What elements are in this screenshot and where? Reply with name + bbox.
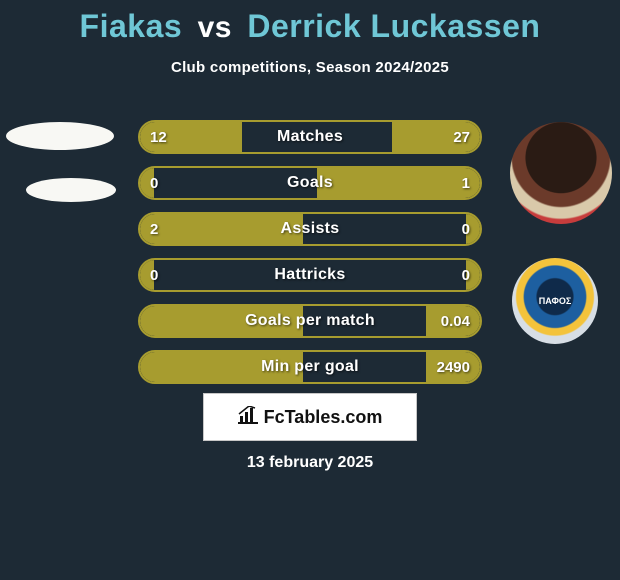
stat-row: 2490Min per goal (138, 350, 482, 384)
stat-label: Assists (140, 214, 480, 244)
stats-chart: 1227Matches 01Goals 20Assists 00Hattricks 0.… (138, 120, 482, 396)
player1-club-badge (26, 178, 116, 202)
vs-label: vs (198, 11, 232, 44)
player1-avatar (6, 122, 114, 150)
stat-label: Min per goal (140, 352, 480, 382)
stat-row: 00Hattricks (138, 258, 482, 292)
stat-row: 01Goals (138, 166, 482, 200)
stat-row: 0.04Goals per match (138, 304, 482, 338)
subtitle: Club competitions, Season 2024/2025 (0, 59, 620, 76)
chart-icon (238, 406, 258, 429)
player2-name: Derrick Luckassen (247, 8, 540, 44)
player2-club-badge: ΠΑΦΟΣ (512, 258, 598, 344)
stat-label: Goals per match (140, 306, 480, 336)
site-name: FcTables.com (264, 407, 383, 428)
site-badge: FcTables.com (203, 393, 417, 441)
stat-row: 20Assists (138, 212, 482, 246)
player1-name: Fiakas (80, 8, 183, 44)
player2-avatar (510, 122, 612, 224)
player2-club-badge-text: ΠΑΦΟΣ (539, 296, 572, 306)
stat-label: Matches (140, 122, 480, 152)
stat-label: Goals (140, 168, 480, 198)
stat-label: Hattricks (140, 260, 480, 290)
footer-date: 13 february 2025 (0, 454, 620, 472)
stat-row: 1227Matches (138, 120, 482, 154)
comparison-title: Fiakas vs Derrick Luckassen (0, 0, 620, 45)
